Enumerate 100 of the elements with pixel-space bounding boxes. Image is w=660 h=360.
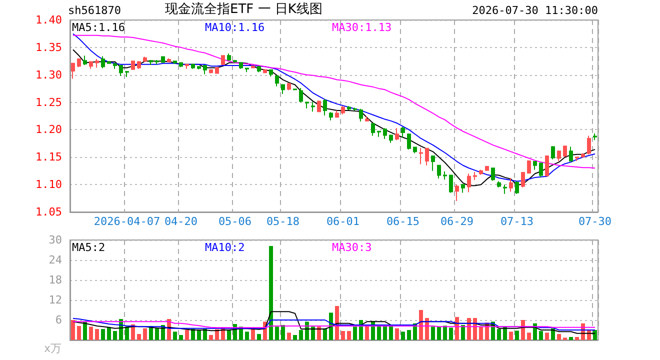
candlestick <box>311 101 315 112</box>
candlestick <box>191 63 195 70</box>
candlestick <box>485 165 489 172</box>
bar <box>203 329 207 340</box>
bar <box>347 331 351 340</box>
candlestick <box>455 184 459 202</box>
candlestick <box>83 55 87 66</box>
candlestick <box>323 98 327 116</box>
bar <box>473 318 477 340</box>
candlestick <box>275 74 279 87</box>
bar <box>137 334 141 340</box>
series-label: MA5:1.16 <box>72 21 125 34</box>
candlestick <box>389 134 393 144</box>
bar <box>191 329 195 340</box>
bar <box>593 330 597 340</box>
bar <box>401 332 405 340</box>
candlestick <box>407 133 411 150</box>
text: sh561870 <box>68 4 121 17</box>
bar <box>77 326 81 340</box>
bar <box>89 326 93 340</box>
candlestick <box>383 128 387 140</box>
y-tick-label: 1.30 <box>36 68 62 82</box>
bar <box>389 325 393 340</box>
candlestick <box>167 58 171 63</box>
candlestick <box>155 60 159 65</box>
candlestick <box>521 171 525 188</box>
bar <box>545 332 549 340</box>
x-tick-label: 05-18 <box>266 215 300 228</box>
candlestick <box>593 133 597 141</box>
line-series <box>72 318 596 330</box>
bar <box>227 330 231 340</box>
candlestick <box>329 112 333 121</box>
bar <box>557 334 561 340</box>
candlestick <box>239 62 243 70</box>
chart-title: 现金流全指ETF 一 日K线图 <box>165 1 322 17</box>
candlestick <box>287 82 291 91</box>
x-tick-label: 06-15 <box>386 215 420 228</box>
candlestick <box>161 56 165 64</box>
bar <box>449 328 453 340</box>
y-tick-label: 1.35 <box>36 40 62 54</box>
candlestick <box>251 65 255 69</box>
bar <box>299 330 303 340</box>
candlestick <box>575 156 579 162</box>
candlestick <box>113 62 117 70</box>
bar <box>71 320 75 340</box>
candlestick <box>245 67 249 73</box>
candlestick <box>347 106 351 110</box>
candlestick <box>419 147 423 165</box>
bar <box>419 310 423 340</box>
text: MA30:1.13 <box>332 21 392 34</box>
candlestick <box>173 60 177 64</box>
candlestick <box>443 170 447 180</box>
bar <box>113 331 117 340</box>
bar <box>377 326 381 340</box>
bar <box>515 330 519 340</box>
candlestick <box>185 63 189 70</box>
bar <box>425 318 429 340</box>
bar <box>269 246 273 340</box>
candlestick <box>569 146 573 162</box>
bar <box>95 329 99 340</box>
line-series <box>72 321 596 328</box>
bar <box>527 332 531 340</box>
candlestick <box>89 60 93 70</box>
candlestick <box>233 60 237 64</box>
candlestick <box>335 110 339 118</box>
x-tick-label: 07-13 <box>500 215 534 228</box>
candlestick <box>257 66 261 73</box>
bar <box>431 326 435 340</box>
text: MA10:1.16 <box>205 21 265 34</box>
bar <box>521 320 525 340</box>
bar <box>257 334 261 340</box>
bar <box>509 332 513 340</box>
candlestick <box>143 56 147 62</box>
candlestick <box>557 150 561 162</box>
bar <box>287 332 291 340</box>
candlestick <box>437 164 441 180</box>
candlestick <box>107 61 111 64</box>
candlestick <box>491 167 495 182</box>
bar <box>575 337 579 340</box>
candlestick <box>341 106 345 115</box>
bar <box>407 330 411 340</box>
candlestick <box>215 66 219 74</box>
candlestick <box>509 177 513 192</box>
candlestick <box>413 146 417 154</box>
y-tick-label: 24 <box>48 254 62 266</box>
text: MA10:2 <box>205 241 245 254</box>
bar <box>335 306 339 340</box>
candlestick <box>101 56 105 69</box>
bar <box>155 328 159 340</box>
y-tick-label: 6 <box>55 314 62 326</box>
candlestick <box>479 169 483 176</box>
candlestick <box>221 54 225 66</box>
candlestick <box>527 160 531 174</box>
candlestick <box>515 180 519 194</box>
y-tick-label: 1.25 <box>36 96 62 109</box>
candlestick <box>305 101 309 109</box>
y-tick-label: 1.10 <box>36 178 62 192</box>
candlestick <box>209 68 213 74</box>
candlestick <box>95 58 99 68</box>
candlestick <box>281 84 285 95</box>
